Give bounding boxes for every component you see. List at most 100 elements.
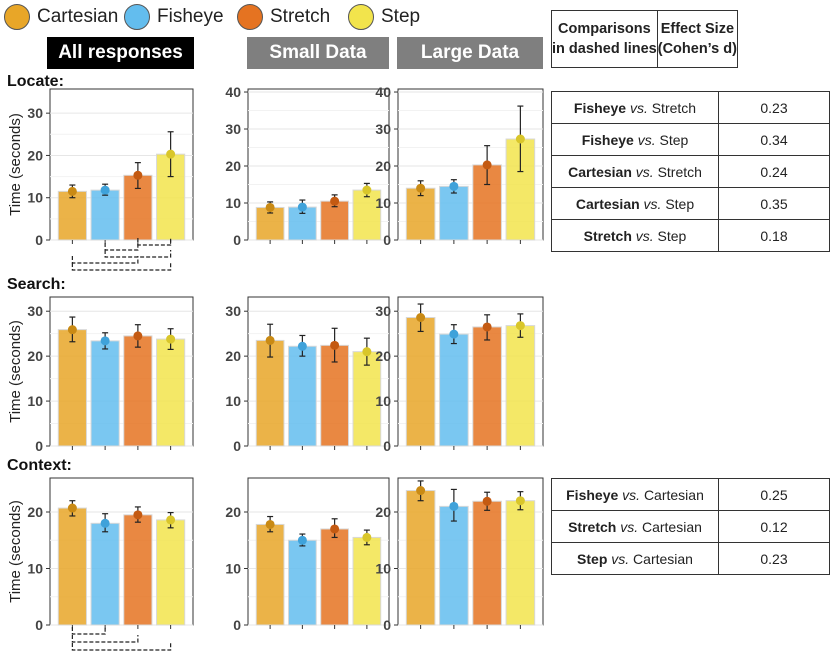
header-comparisons-line1: Comparisons	[558, 21, 651, 37]
comparison-b: Step	[665, 195, 695, 212]
comparison-a: Step	[577, 550, 608, 567]
vs-text: vs.	[637, 131, 656, 148]
bar-step	[352, 536, 382, 626]
mean-point-stretch	[133, 331, 143, 341]
chart-panel-search_small: 0 10 20 30	[225, 296, 390, 454]
comparison-b: Cartesian	[633, 550, 693, 567]
bar-stretch	[472, 500, 502, 626]
bar-fisheye	[439, 505, 469, 626]
mean-point-step	[166, 515, 176, 525]
effect-size-header-table: Comparisons in dashed lines Effect Size …	[551, 10, 738, 68]
vs-text: vs.	[643, 195, 662, 212]
y-tick-label: 10	[225, 393, 241, 409]
mean-point-cartesian	[265, 519, 275, 529]
mean-point-cartesian	[67, 325, 77, 335]
mean-point-step	[362, 185, 372, 195]
comparison-a: Fisheye	[573, 99, 627, 116]
y-tick-label: 0	[35, 617, 43, 633]
bar-fisheye	[288, 539, 317, 626]
bar-stretch	[320, 528, 349, 626]
comparison-b: Cartesian	[641, 518, 702, 535]
y-tick-label: 40	[225, 84, 241, 100]
comparison-cell: Cartesian vs. Stretch	[551, 155, 719, 188]
legend-cartesian: Cartesian	[4, 3, 118, 31]
chart-panel-locate_small: 0 10 20 30 40	[225, 84, 390, 248]
table-row: Fisheye vs. Cartesian 0.25	[551, 478, 830, 511]
comparison-cell: Step vs. Cartesian	[551, 542, 719, 575]
comparison-b: Stretch	[657, 163, 702, 180]
legend-stretch: Stretch	[237, 3, 330, 31]
bar-cartesian	[405, 317, 436, 447]
comparison-b: Step	[659, 131, 689, 148]
comparison-a: Fisheye	[566, 486, 619, 503]
vs-text: vs.	[622, 486, 641, 503]
table-row: Cartesian vs. Stretch 0.24	[551, 155, 830, 188]
bar-fisheye	[90, 189, 120, 241]
mean-point-step	[166, 334, 176, 344]
y-tick-label: 10	[27, 561, 43, 577]
mean-point-fisheye	[449, 329, 459, 339]
y-tick-label: 0	[383, 232, 391, 248]
y-tick-label: 0	[35, 438, 43, 454]
y-tick-label: 20	[375, 504, 391, 520]
y-tick-label: 10	[375, 195, 391, 211]
y-tick-label: 0	[233, 617, 241, 633]
effect-size-value: 0.24	[718, 155, 830, 188]
vs-text: vs.	[611, 550, 630, 567]
comparison-cell: Fisheye vs. Stretch	[551, 91, 719, 124]
legend-step: Step	[348, 3, 420, 31]
y-tick-label: 30	[27, 303, 43, 319]
comparison-b: Stretch	[651, 99, 697, 116]
bar-stretch	[123, 335, 153, 447]
bar-fisheye	[288, 345, 317, 447]
table-row: Step vs. Cartesian 0.23	[551, 542, 830, 575]
comparison-bracket	[71, 643, 172, 651]
chart-panel-context_large: 0 10 20	[375, 477, 544, 633]
comparison-bracket	[104, 243, 139, 251]
comparison-a: Cartesian	[568, 163, 632, 180]
comparison-bracket	[71, 263, 172, 271]
bar-cartesian	[255, 523, 285, 626]
comparison-cell: Stretch vs. Cartesian	[551, 510, 719, 543]
mean-point-step	[362, 347, 372, 357]
legend-cartesian-swatch	[4, 4, 30, 30]
y-tick-label: 20	[27, 348, 43, 364]
comparison-a: Cartesian	[575, 195, 640, 212]
y-tick-label: 10	[375, 393, 391, 409]
y-tick-label: 30	[225, 121, 241, 137]
bar-fisheye	[90, 340, 120, 447]
bar-step	[505, 500, 536, 626]
header-comparisons: Comparisons in dashed lines	[551, 10, 658, 68]
mean-point-fisheye	[297, 535, 307, 545]
y-tick-label: 10	[27, 393, 43, 409]
legend-stretch-swatch	[237, 4, 263, 30]
header-all-responses: All responses	[47, 37, 194, 69]
mean-point-step	[166, 149, 176, 159]
comparison-bracket	[104, 250, 172, 258]
comparison-cell: Cartesian vs. Step	[551, 187, 719, 220]
header-effect-size-line1: Effect Size	[660, 21, 735, 37]
header-effect-size-line2: (Cohen’s d)	[657, 41, 737, 57]
table-row: Stretch vs. Step 0.18	[551, 219, 830, 252]
mean-point-fisheye	[297, 202, 307, 212]
mean-point-stretch	[482, 322, 492, 332]
bar-step	[505, 325, 536, 447]
section-label-locate: Locate:	[7, 73, 64, 90]
legend-fisheye-swatch	[124, 4, 150, 30]
header-effect-size: Effect Size (Cohen’s d)	[656, 10, 738, 68]
mean-point-fisheye	[297, 341, 307, 351]
mean-point-stretch	[330, 196, 340, 206]
bar-step	[156, 338, 186, 447]
effect-size-value: 0.34	[718, 123, 830, 156]
mean-point-cartesian	[265, 202, 275, 212]
y-tick-label: 20	[27, 504, 43, 520]
legend-label: Step	[381, 6, 421, 27]
y-tick-label: 30	[375, 303, 391, 319]
table-row: Stretch vs. Cartesian 0.12	[551, 510, 830, 543]
section-label-context: Context:	[7, 457, 72, 474]
effect-size-value: 0.25	[718, 478, 830, 511]
mean-point-stretch	[133, 170, 143, 180]
y-tick-label: 0	[35, 232, 43, 248]
mean-point-cartesian	[416, 486, 426, 496]
